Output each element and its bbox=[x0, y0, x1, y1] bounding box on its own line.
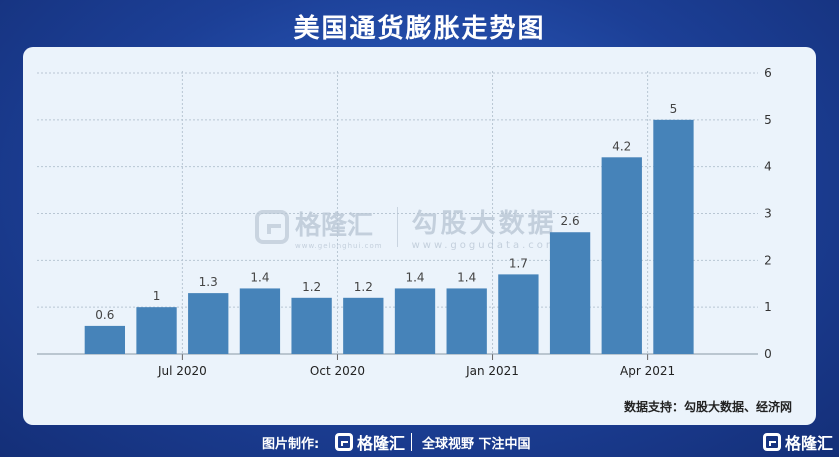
y-tick-label: 6 bbox=[764, 66, 772, 80]
x-tick-label: Oct 2020 bbox=[310, 364, 365, 378]
x-tick-label: Apr 2021 bbox=[620, 364, 675, 378]
bar-value-label: 0.6 bbox=[95, 308, 114, 322]
bar bbox=[239, 288, 281, 354]
bar-value-label: 4.2 bbox=[612, 139, 631, 153]
bar bbox=[653, 119, 694, 354]
corner-brand: 格隆汇 bbox=[785, 434, 834, 453]
x-tick-label: Jan 2021 bbox=[465, 364, 519, 378]
y-tick-label: 0 bbox=[764, 347, 772, 361]
y-tick-label: 3 bbox=[764, 207, 772, 221]
bar bbox=[549, 232, 591, 354]
bar bbox=[601, 157, 642, 354]
chart-panel: 格隆汇 www.gelonghui.com 勾股大数据 www.gogudata… bbox=[23, 47, 816, 425]
bar-value-label: 1.7 bbox=[509, 256, 528, 270]
bar-value-label: 2.6 bbox=[561, 214, 580, 228]
corner-logo: 格隆汇 bbox=[763, 430, 833, 454]
y-tick-label: 1 bbox=[764, 300, 772, 314]
y-tick-label: 5 bbox=[764, 113, 772, 127]
made-by-label: 图片制作: bbox=[262, 437, 320, 452]
y-tick-label: 2 bbox=[764, 253, 772, 267]
bar-value-label: 1.4 bbox=[250, 270, 269, 284]
watermark-name-url: www.gogudata.com bbox=[411, 240, 559, 251]
footer-divider bbox=[411, 433, 412, 451]
bar bbox=[136, 307, 177, 354]
footer-slogan: 全球视野 下注中国 bbox=[422, 437, 531, 452]
bar-value-label: 1.2 bbox=[354, 280, 373, 294]
bar bbox=[343, 297, 384, 354]
bar-value-label: 5 bbox=[670, 102, 678, 116]
footer-logo: 格隆汇 bbox=[335, 430, 405, 454]
footer: 图片制作: 格隆汇 全球视野 下注中国 格隆汇 bbox=[0, 427, 839, 457]
bar bbox=[446, 288, 487, 354]
watermark-brand: 格隆汇 bbox=[295, 210, 374, 241]
bar-value-label: 1 bbox=[153, 289, 161, 303]
bar-value-label: 1.3 bbox=[199, 275, 218, 289]
x-tick-label: Jul 2020 bbox=[157, 364, 207, 378]
watermark-brand-url: www.gelonghui.com bbox=[295, 241, 383, 250]
bar bbox=[394, 288, 436, 354]
footer-brand: 格隆汇 bbox=[357, 434, 406, 453]
bar bbox=[84, 325, 126, 354]
watermark-divider bbox=[396, 207, 398, 247]
bar-value-label: 1.4 bbox=[405, 270, 424, 284]
bar bbox=[188, 293, 229, 354]
gelonghui-g-icon bbox=[335, 433, 353, 451]
gelonghui-logo-icon bbox=[255, 210, 289, 244]
page-title: 美国通货膨胀走势图 bbox=[293, 14, 546, 44]
bar bbox=[498, 274, 539, 354]
inflation-bar-chart: 0 1 2 3 4 5 6 Jul 2020 Oct 2020 Jan 2021 Apr 2021 0… bbox=[37, 66, 772, 378]
corner-g-icon bbox=[763, 433, 781, 451]
source-note: 数据支持：勾股大数据、经济网 bbox=[623, 400, 792, 414]
bar-value-label: 1.2 bbox=[302, 280, 321, 294]
y-tick-label: 4 bbox=[764, 160, 772, 174]
watermark: 格隆汇 www.gelonghui.com 勾股大数据 www.gogudata… bbox=[255, 203, 559, 251]
bar-value-label: 1.4 bbox=[457, 270, 476, 284]
bar bbox=[291, 297, 332, 354]
